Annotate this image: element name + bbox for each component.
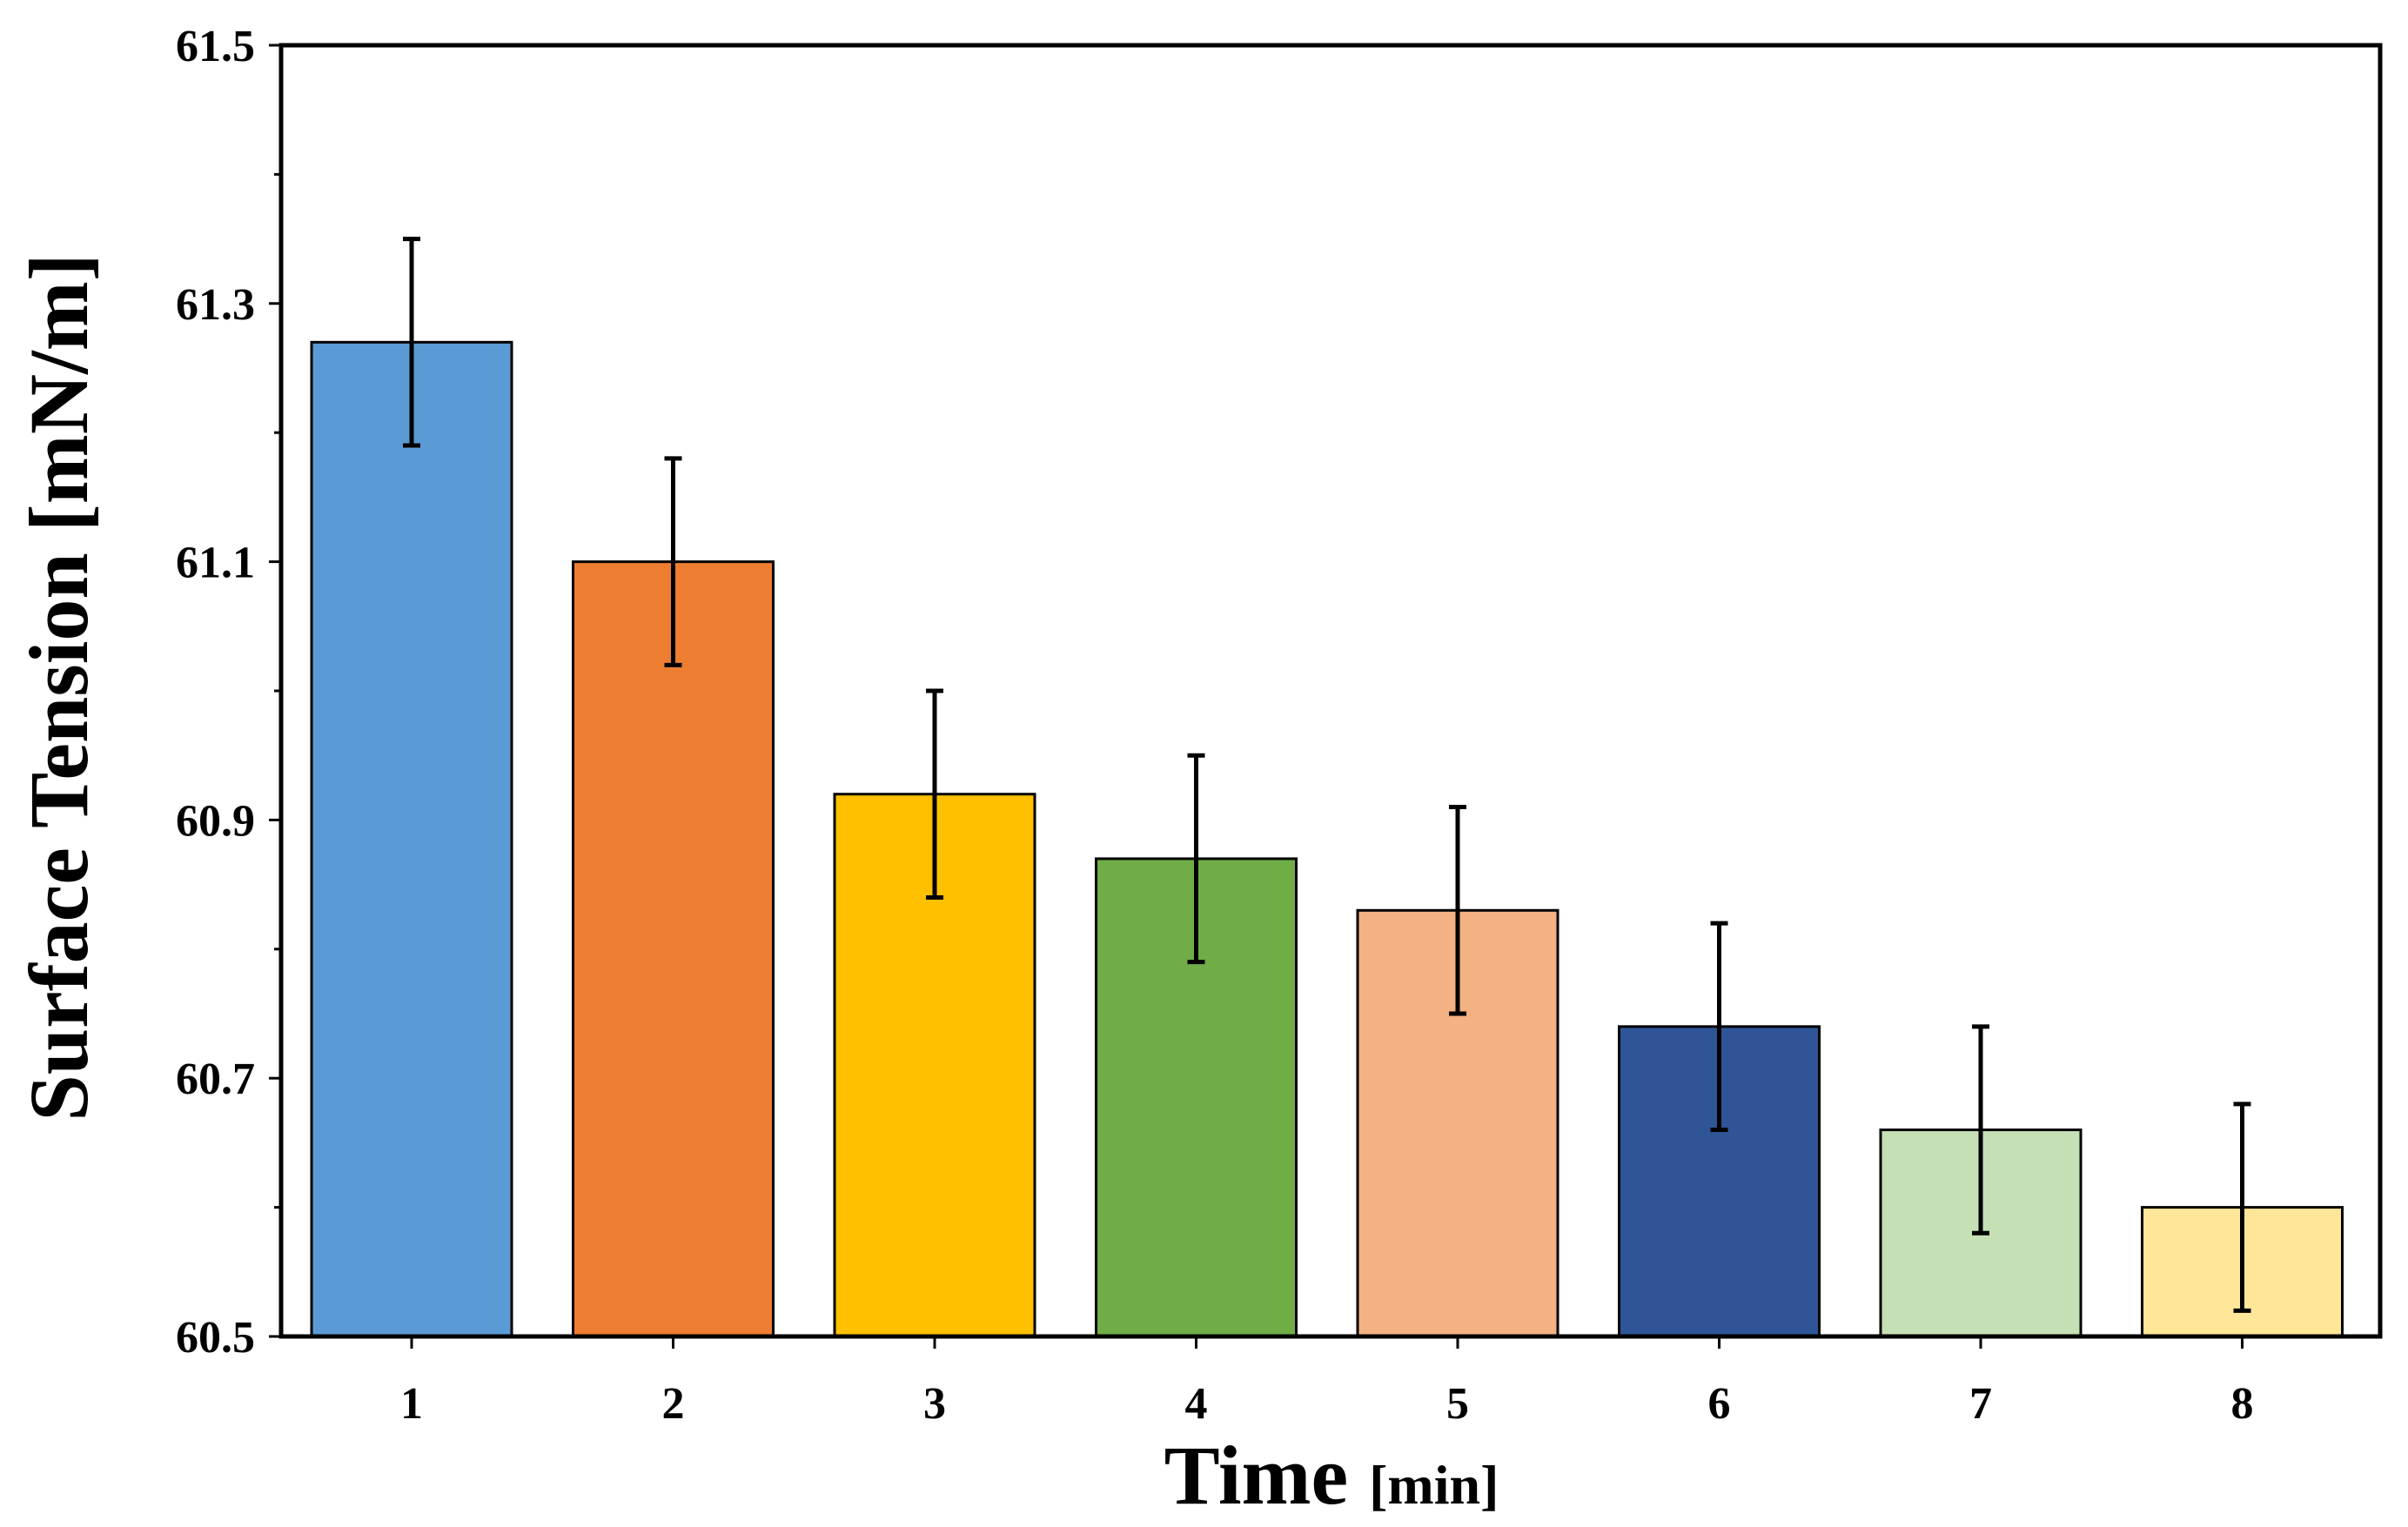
x-tick-label: 2 (662, 1379, 685, 1429)
bars (310, 340, 2344, 1338)
x-tick-label: 6 (1708, 1379, 1731, 1429)
y-tick-label: 60.9 (176, 796, 255, 846)
error-bar-1 (403, 237, 420, 448)
x-tick-label: 7 (1969, 1379, 1992, 1429)
y-tick-label: 61.5 (176, 22, 255, 71)
y-tick-label: 61.1 (176, 539, 255, 588)
x-tick-label: 8 (2231, 1379, 2254, 1429)
error-bar-5 (1449, 805, 1466, 1016)
error-bar-4 (1187, 753, 1205, 965)
error-bars (403, 237, 2251, 1313)
error-bar-2 (664, 456, 682, 667)
error-bar-6 (1710, 921, 1728, 1133)
bar-1 (310, 340, 513, 1338)
x-axis-title-main: Time (1164, 1429, 1349, 1522)
x-axis-title-unit: [min] (1369, 1454, 1499, 1516)
x-tick-label: 1 (400, 1379, 423, 1429)
x-axis: 1 2 3 4 5 6 7 8 (400, 1336, 2254, 1429)
x-axis-title: Time [min] (1164, 1429, 1499, 1522)
y-axis: 60.5 60.7 60.9 61.1 61.3 61.5 (176, 22, 281, 1363)
x-tick-label: 4 (1185, 1379, 1208, 1429)
error-bar-8 (2233, 1102, 2251, 1313)
y-tick-label: 60.7 (176, 1055, 255, 1104)
x-tick-label: 3 (923, 1379, 946, 1429)
error-bar-3 (926, 688, 943, 900)
x-tick-label: 5 (1446, 1379, 1469, 1429)
error-bar-7 (1972, 1024, 1989, 1236)
bar-2 (572, 560, 775, 1338)
y-tick-label: 60.5 (176, 1313, 255, 1363)
y-axis-title: Surface Tension [mN/m] (12, 253, 105, 1121)
y-tick-label: 61.3 (176, 280, 255, 330)
